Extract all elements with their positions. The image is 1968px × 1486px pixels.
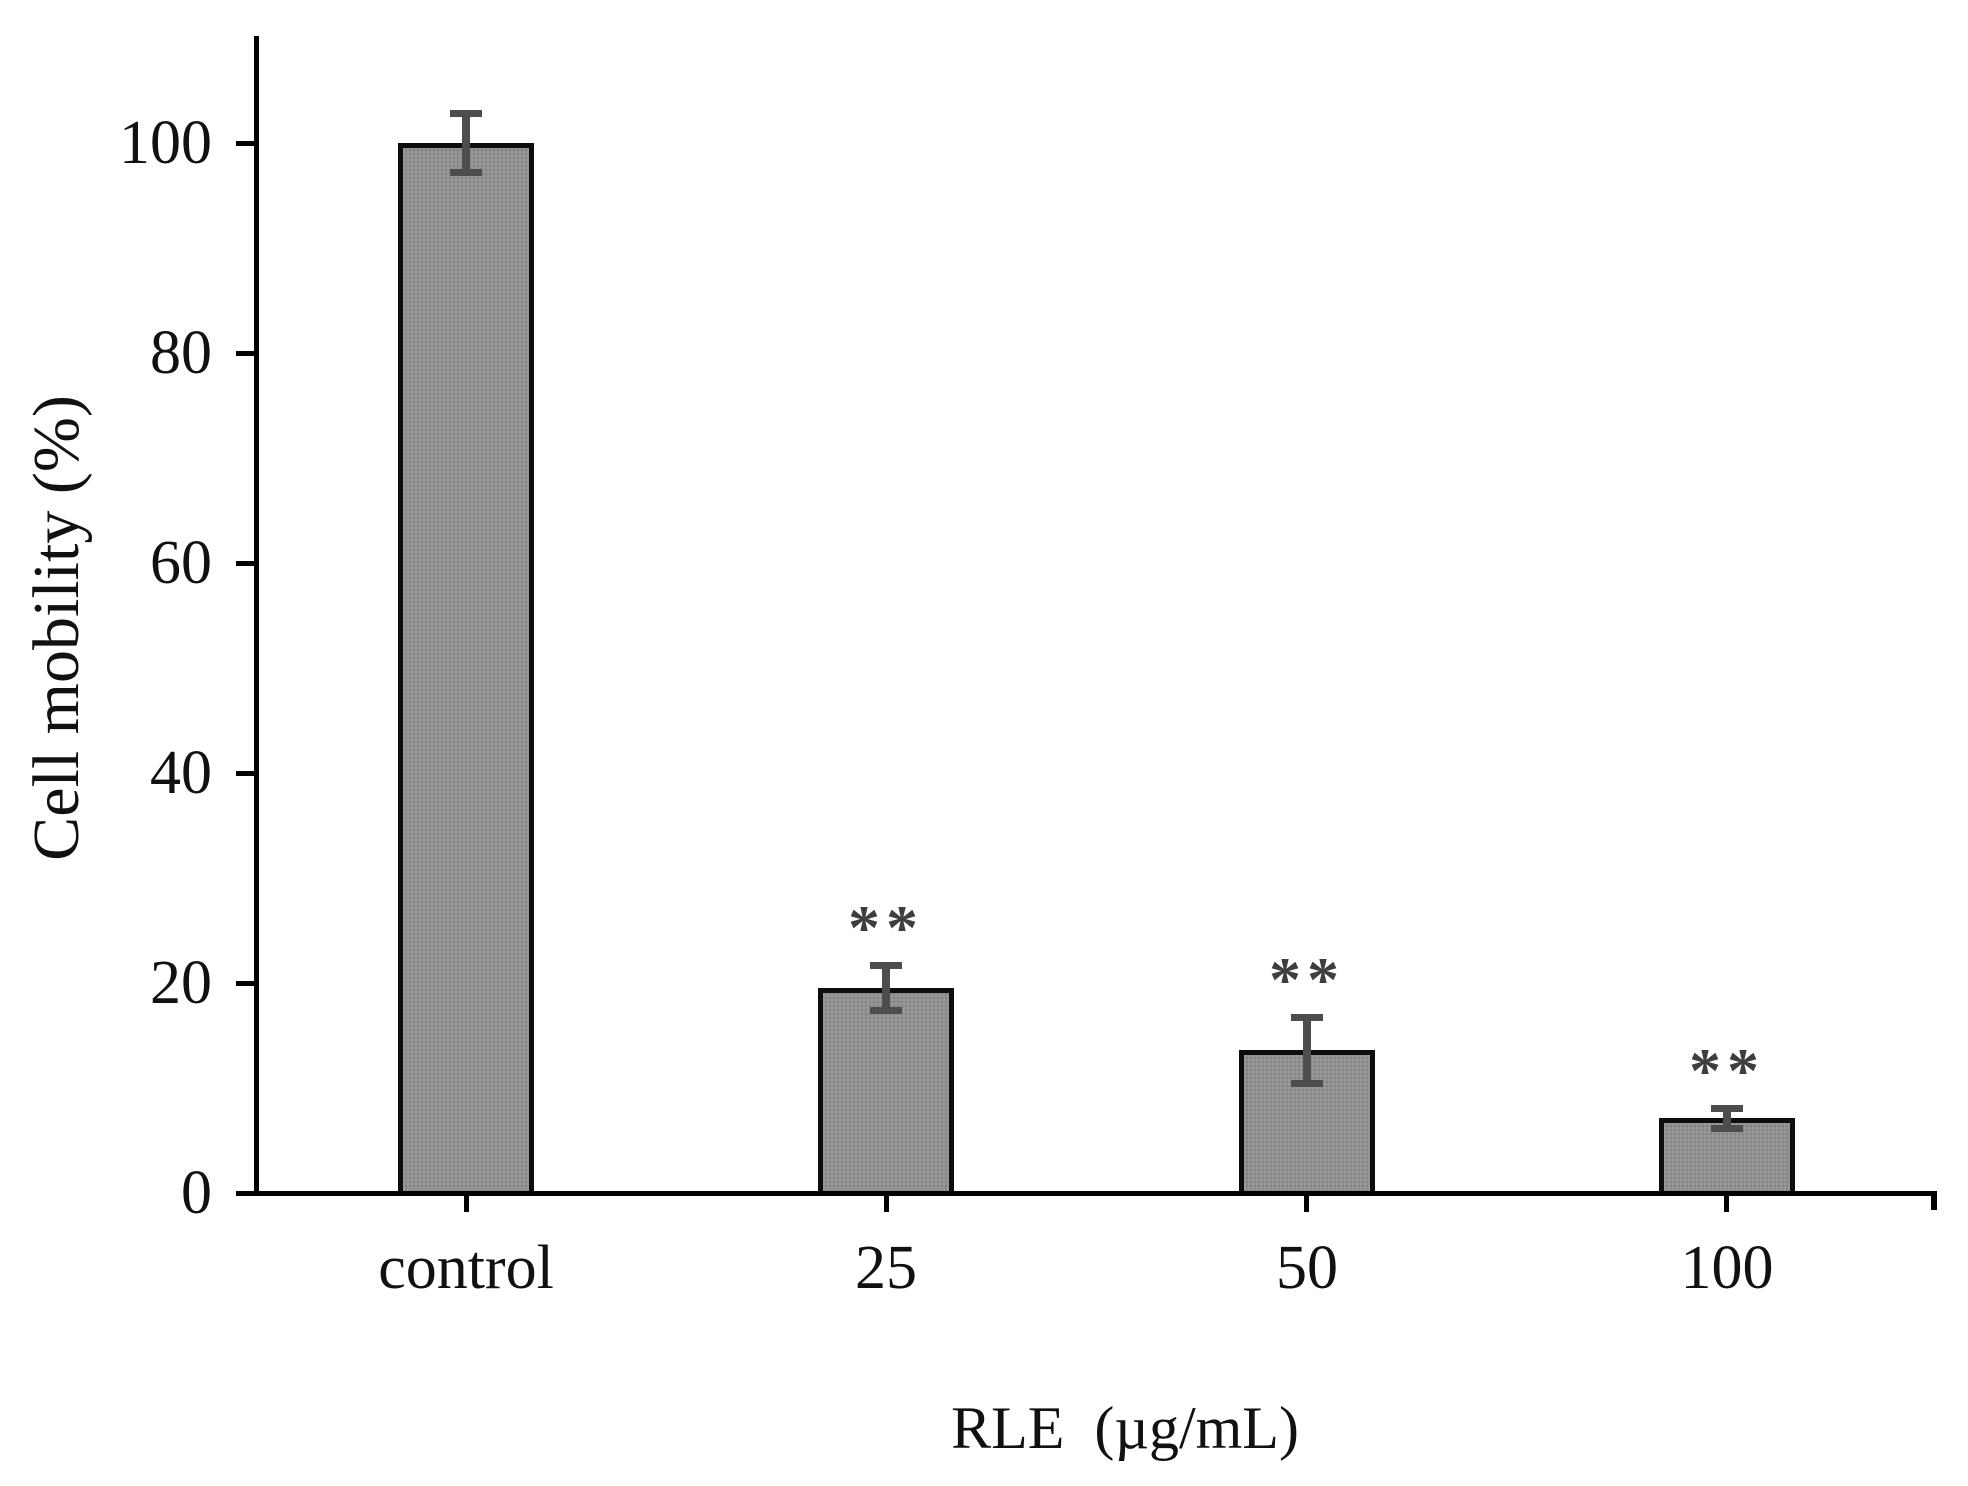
error-bar-stem bbox=[1303, 1018, 1311, 1083]
error-bar-cap-bottom bbox=[1711, 1125, 1743, 1132]
error-bar-cap-bottom bbox=[870, 1007, 902, 1014]
error-bar-stem bbox=[882, 966, 890, 1010]
error-bar-cap-top bbox=[1711, 1105, 1743, 1112]
x-axis-title: RLE (µg/mL) bbox=[951, 1395, 1299, 1461]
y-tick-label: 80 bbox=[150, 319, 212, 387]
y-tick-label: 60 bbox=[150, 529, 212, 597]
x-axis-line bbox=[254, 1191, 1937, 1196]
error-bar-cap-bottom bbox=[450, 169, 482, 176]
x-tick-label-25: 25 bbox=[855, 1234, 917, 1302]
significance-label: ** bbox=[1269, 944, 1345, 1015]
bar-50 bbox=[1239, 1050, 1375, 1196]
x-tick bbox=[464, 1195, 469, 1212]
y-tick-label: 0 bbox=[181, 1159, 212, 1227]
error-bar-cap-top bbox=[450, 110, 482, 117]
bar-25 bbox=[818, 988, 954, 1196]
x-axis-end-tick bbox=[1931, 1191, 1937, 1210]
y-tick-label: 40 bbox=[150, 739, 212, 807]
significance-label: ** bbox=[1689, 1035, 1765, 1106]
x-tick-label-100: 100 bbox=[1680, 1234, 1774, 1302]
significance-label: ** bbox=[848, 892, 924, 963]
x-tick-label-control: control bbox=[378, 1234, 554, 1302]
error-bar-cap-bottom bbox=[1291, 1080, 1323, 1087]
y-tick-label: 100 bbox=[119, 109, 212, 177]
error-bar-cap-top bbox=[870, 962, 902, 969]
y-tick bbox=[236, 1191, 256, 1196]
x-tick-label-50: 50 bbox=[1276, 1234, 1338, 1302]
y-axis-line bbox=[254, 36, 259, 1196]
error-bar-stem bbox=[462, 114, 470, 173]
y-tick bbox=[236, 561, 256, 566]
error-bar-cap-top bbox=[1291, 1014, 1323, 1021]
x-tick bbox=[884, 1195, 889, 1212]
x-tick bbox=[1724, 1195, 1729, 1212]
y-tick bbox=[236, 351, 256, 356]
y-tick bbox=[236, 981, 256, 986]
y-tick bbox=[236, 141, 256, 146]
bar-control bbox=[398, 143, 534, 1196]
y-tick bbox=[236, 771, 256, 776]
x-tick bbox=[1304, 1195, 1309, 1212]
y-tick-label: 20 bbox=[150, 949, 212, 1017]
error-bar-stem bbox=[1723, 1109, 1731, 1128]
